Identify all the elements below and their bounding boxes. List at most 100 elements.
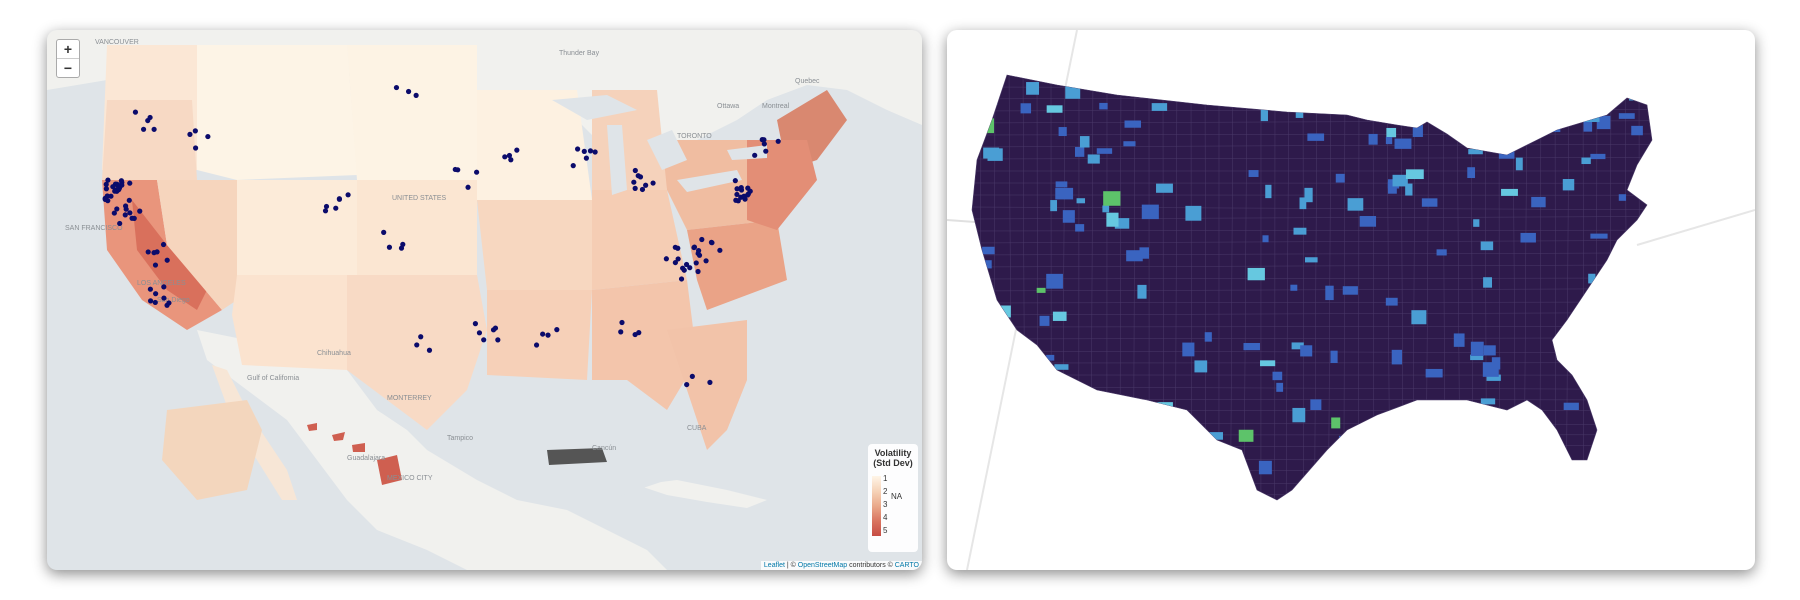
leaflet-map-panel[interactable]: VANCOUVER Thunder Bay Quebec Ottawa Mont… [47,30,922,570]
station-marker[interactable] [502,154,508,160]
station-marker[interactable] [103,186,109,192]
station-marker[interactable] [117,220,123,227]
station-marker[interactable] [405,88,412,95]
station-marker[interactable] [675,256,681,262]
station-marker[interactable] [122,212,128,218]
station-marker[interactable] [672,259,678,266]
station-marker[interactable] [689,373,695,379]
station-marker[interactable] [381,229,387,235]
station-marker[interactable] [703,258,709,264]
station-marker[interactable] [323,203,330,210]
station-marker[interactable] [683,261,690,268]
station-marker[interactable] [152,299,158,306]
station-marker[interactable] [732,178,738,184]
station-marker[interactable] [398,245,405,251]
station-marker[interactable] [192,128,198,134]
station-marker[interactable] [114,206,120,212]
station-marker[interactable] [761,141,767,147]
station-marker[interactable] [192,145,199,151]
station-marker[interactable] [418,334,424,340]
station-marker[interactable] [632,167,638,174]
station-marker[interactable] [495,337,501,343]
station-marker[interactable] [745,192,751,198]
map-canvas[interactable]: VANCOUVER Thunder Bay Quebec Ottawa Mont… [47,30,922,570]
station-markers[interactable] [102,84,781,388]
zoom-out-button[interactable]: − [63,60,73,76]
station-marker[interactable] [452,166,458,173]
station-marker[interactable] [336,196,343,202]
station-marker[interactable] [103,181,109,187]
station-marker[interactable] [414,342,420,348]
station-marker[interactable] [554,327,560,333]
station-marker[interactable] [147,286,153,292]
station-marker[interactable] [161,295,167,301]
station-marker[interactable] [570,163,576,169]
station-marker[interactable] [322,208,329,214]
station-marker[interactable] [426,347,433,353]
station-marker[interactable] [108,193,114,199]
station-marker[interactable] [775,138,781,144]
station-marker[interactable] [675,245,681,251]
station-marker[interactable] [618,329,624,335]
station-marker[interactable] [635,173,641,179]
zoom-in-button[interactable]: + [57,40,79,59]
station-marker[interactable] [575,146,581,152]
station-marker[interactable] [127,210,133,216]
station-marker[interactable] [717,247,723,253]
station-marker[interactable] [678,276,685,282]
station-marker[interactable] [345,192,351,198]
station-marker[interactable] [153,291,159,297]
station-marker[interactable] [691,244,697,251]
station-marker[interactable] [413,92,419,98]
leaflet-link[interactable]: Leaflet [763,562,785,569]
station-marker[interactable] [386,244,393,250]
station-marker[interactable] [761,137,767,143]
station-marker[interactable] [734,191,740,198]
station-marker[interactable] [151,250,157,256]
station-marker[interactable] [492,325,499,331]
station-marker[interactable] [160,241,167,248]
station-marker[interactable] [631,179,637,185]
station-marker[interactable] [161,284,167,290]
station-marker[interactable] [164,257,170,263]
station-marker[interactable] [474,169,480,175]
station-marker[interactable] [465,184,471,190]
station-marker[interactable] [112,188,118,194]
station-marker[interactable] [393,84,400,91]
station-marker[interactable] [152,262,159,268]
station-marker[interactable] [619,319,625,326]
station-marker[interactable] [151,126,157,132]
station-marker[interactable] [687,265,693,271]
station-marker[interactable] [132,109,139,115]
station-marker[interactable] [110,184,116,190]
station-marker[interactable] [693,260,699,266]
station-marker[interactable] [696,252,703,258]
station-marker[interactable] [147,114,153,121]
station-marker[interactable] [734,186,740,192]
station-marker[interactable] [650,180,656,186]
station-marker[interactable] [105,177,111,183]
zoom-control[interactable]: + − [56,39,80,78]
osm-link[interactable]: OpenStreetMap [797,562,848,569]
station-marker[interactable] [205,133,211,140]
station-marker[interactable] [147,298,154,304]
station-marker[interactable] [540,331,546,337]
station-marker[interactable] [592,149,598,155]
station-marker[interactable] [587,148,594,154]
station-marker[interactable] [129,215,135,221]
station-marker[interactable] [752,152,758,158]
station-marker[interactable] [123,203,129,209]
station-marker[interactable] [639,186,646,193]
station-marker[interactable] [583,155,589,161]
station-marker[interactable] [508,157,514,163]
station-marker[interactable] [514,147,520,153]
station-marker[interactable] [166,300,172,306]
station-marker[interactable] [695,268,701,275]
station-marker[interactable] [506,152,513,159]
station-marker[interactable] [699,236,705,243]
station-marker[interactable] [707,379,713,386]
carto-link[interactable]: CARTO [894,562,919,569]
station-marker[interactable] [545,332,551,338]
station-marker[interactable] [140,126,147,132]
station-marker[interactable] [581,148,587,154]
